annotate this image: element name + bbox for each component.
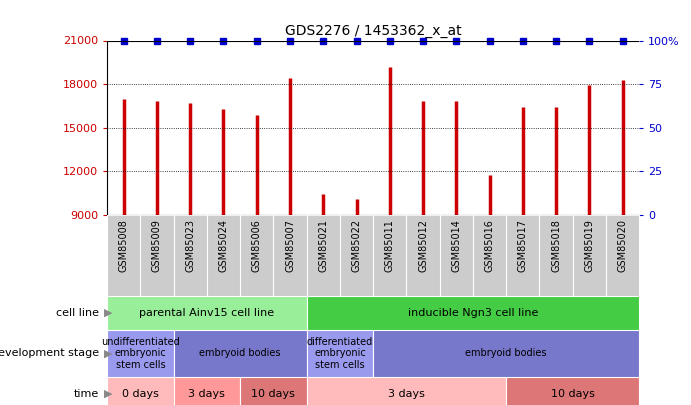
Bar xyxy=(173,330,307,377)
Bar xyxy=(107,330,173,377)
Bar xyxy=(307,377,506,405)
Text: GSM85007: GSM85007 xyxy=(285,219,295,272)
Bar xyxy=(107,377,173,405)
Text: development stage: development stage xyxy=(0,348,99,358)
Text: GSM85009: GSM85009 xyxy=(152,219,162,272)
Bar xyxy=(373,330,639,377)
Text: embryoid bodies: embryoid bodies xyxy=(466,348,547,358)
Text: GSM85020: GSM85020 xyxy=(618,219,627,272)
Text: parental Ainv15 cell line: parental Ainv15 cell line xyxy=(140,308,274,318)
Text: GSM85017: GSM85017 xyxy=(518,219,528,272)
Text: GSM85016: GSM85016 xyxy=(484,219,495,272)
Text: ▶: ▶ xyxy=(104,348,112,358)
Text: GSM85022: GSM85022 xyxy=(352,219,361,272)
Bar xyxy=(240,377,307,405)
Text: time: time xyxy=(73,389,99,399)
Bar xyxy=(307,296,639,330)
Text: 0 days: 0 days xyxy=(122,389,159,399)
Text: differentiated
embryonic
stem cells: differentiated embryonic stem cells xyxy=(307,337,373,370)
Text: GSM85012: GSM85012 xyxy=(418,219,428,272)
Bar xyxy=(506,377,639,405)
Text: 10 days: 10 days xyxy=(551,389,594,399)
Text: 3 days: 3 days xyxy=(388,389,425,399)
Title: GDS2276 / 1453362_x_at: GDS2276 / 1453362_x_at xyxy=(285,24,462,38)
Text: 3 days: 3 days xyxy=(189,389,225,399)
Bar xyxy=(107,296,307,330)
Text: GSM85021: GSM85021 xyxy=(319,219,328,272)
Bar xyxy=(173,377,240,405)
Text: undifferentiated
embryonic
stem cells: undifferentiated embryonic stem cells xyxy=(101,337,180,370)
Text: 10 days: 10 days xyxy=(252,389,295,399)
Text: embryoid bodies: embryoid bodies xyxy=(200,348,281,358)
Bar xyxy=(307,330,373,377)
Text: GSM85006: GSM85006 xyxy=(252,219,262,272)
Text: GSM85024: GSM85024 xyxy=(218,219,229,272)
Text: cell line: cell line xyxy=(56,308,99,318)
Text: ▶: ▶ xyxy=(104,389,112,399)
Text: GSM85019: GSM85019 xyxy=(585,219,594,272)
Text: ▶: ▶ xyxy=(104,308,112,318)
Text: GSM85023: GSM85023 xyxy=(185,219,196,272)
Text: GSM85008: GSM85008 xyxy=(119,219,129,272)
Text: inducible Ngn3 cell line: inducible Ngn3 cell line xyxy=(408,308,538,318)
Text: GSM85014: GSM85014 xyxy=(451,219,462,272)
Text: GSM85011: GSM85011 xyxy=(385,219,395,272)
Text: GSM85018: GSM85018 xyxy=(551,219,561,272)
